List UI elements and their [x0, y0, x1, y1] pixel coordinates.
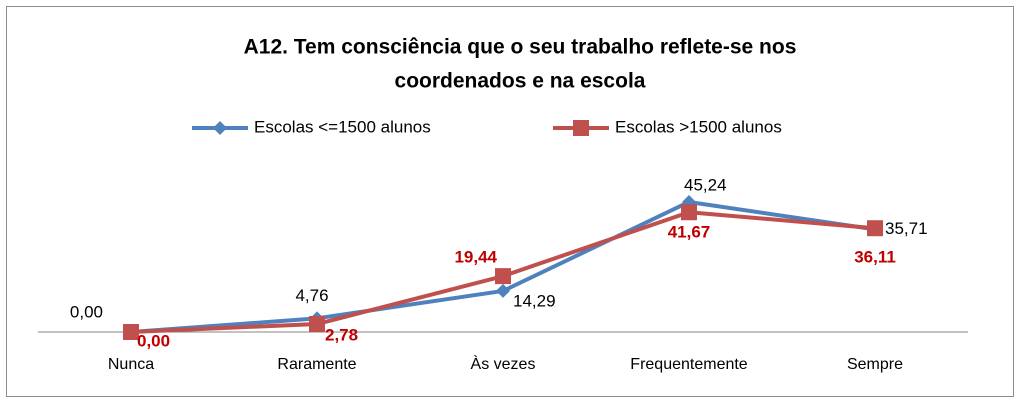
- point-marker: [495, 268, 511, 285]
- data-label: 36,11: [854, 248, 896, 267]
- legend-label: Escolas >1500 alunos: [615, 117, 782, 136]
- data-label: 0,00: [137, 331, 170, 350]
- data-label: 35,71: [885, 219, 928, 238]
- data-label: 2,78: [325, 325, 358, 344]
- x-tick-label: Frequentemente: [630, 356, 748, 373]
- legend-marker: [213, 121, 227, 135]
- x-tick-label: Nunca: [108, 356, 154, 373]
- data-label: 45,24: [684, 175, 727, 194]
- data-label: 19,44: [454, 248, 497, 267]
- chart-title: coordenados e na escola: [395, 70, 646, 93]
- point-marker: [309, 316, 325, 333]
- chart-title: A12. Tem consciência que o seu trabalho …: [244, 36, 797, 59]
- point-marker: [681, 204, 697, 221]
- x-tick-label: Às vezes: [471, 354, 536, 373]
- point-marker: [123, 324, 139, 340]
- data-label: 41,67: [668, 223, 711, 242]
- point-marker: [496, 283, 510, 298]
- x-tick-label: Raramente: [277, 356, 356, 373]
- point-marker: [867, 220, 883, 237]
- data-label: 4,76: [295, 286, 328, 305]
- legend-label: Escolas <=1500 alunos: [254, 117, 431, 136]
- data-label: 14,29: [513, 291, 556, 310]
- x-tick-label: Sempre: [847, 356, 903, 373]
- legend-marker: [573, 120, 589, 136]
- data-label: 0,00: [70, 302, 103, 321]
